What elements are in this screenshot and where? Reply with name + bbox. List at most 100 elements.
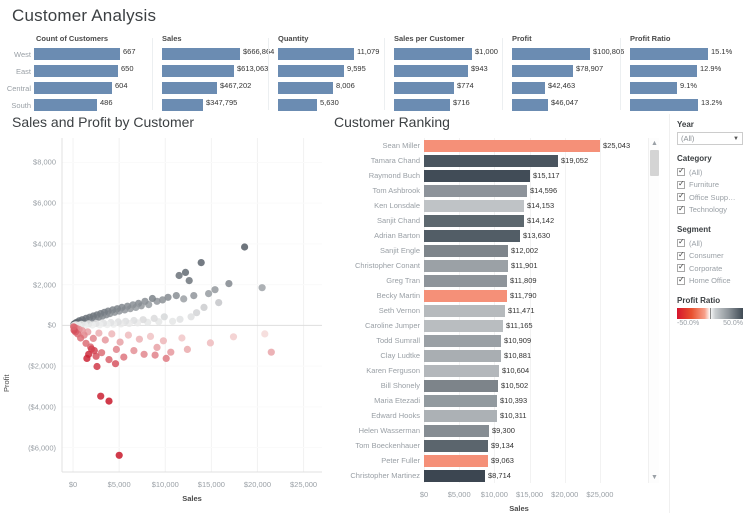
scatter-point[interactable] [267,348,275,356]
scatter-point[interactable] [261,330,269,338]
category-filter-item[interactable]: Office Supp… [677,191,744,204]
table-row[interactable]: Becky Martin $11,790 [332,288,667,303]
kpi-row[interactable]: South 486 [11,98,156,112]
category-filter-item[interactable]: (All) [677,166,744,179]
scatter-point[interactable] [148,294,156,303]
table-row[interactable]: Tamara Chand $19,052 [332,153,667,168]
kpi-row[interactable]: 15.1% [630,47,742,61]
scatter-point[interactable] [159,337,167,345]
scatter-point[interactable] [241,243,249,251]
kpi-row[interactable]: 13.2% [630,98,742,112]
scatter-point[interactable] [175,271,183,280]
scatter-point[interactable] [211,286,219,294]
scatter-point[interactable] [139,316,147,324]
scatter-point[interactable] [158,296,167,304]
kpi-row[interactable]: $78,907 [512,64,624,78]
scatter-point[interactable] [135,335,143,343]
kpi-row[interactable]: $1,000 [394,47,506,61]
table-row[interactable]: Sanjit Chand $14,142 [332,213,667,228]
scatter-point[interactable] [150,314,158,322]
scatter-point[interactable] [167,348,175,356]
scatter-point[interactable] [146,332,155,340]
scatter-point[interactable] [120,353,128,361]
category-filter-item[interactable]: Technology [677,204,744,217]
kpi-row[interactable]: $613,063 [162,64,274,78]
scatter-point[interactable] [140,350,148,358]
kpi-row[interactable]: $467,202 [162,81,274,95]
scatter-point[interactable] [98,349,106,357]
scatter-point[interactable] [115,451,123,459]
scatter-point[interactable] [153,343,161,351]
scatter-point[interactable] [176,315,184,323]
scatter-point[interactable] [187,313,195,321]
kpi-row[interactable]: $42,463 [512,81,624,95]
segment-filter-item[interactable]: (All) [677,237,744,250]
scatter-point[interactable] [197,259,205,267]
scatter-point[interactable] [130,347,138,355]
scatter-point[interactable] [111,360,120,368]
ranking-list[interactable]: Sean Miller $25,043 Tamara Chand $19,052 Ray… [332,138,667,483]
scatter-point[interactable] [105,356,113,364]
scatter-point[interactable] [190,292,198,300]
kpi-row[interactable]: $666,864 [162,47,274,61]
kpi-row[interactable]: Central 604 [7,81,156,95]
table-row[interactable]: Sean Miller $25,043 [332,138,667,153]
scatter-point[interactable] [185,277,193,285]
table-row[interactable]: Tom Boeckenhauer $9,134 [332,438,667,453]
scatter-point[interactable] [205,290,213,298]
checkbox-icon[interactable] [677,237,685,248]
scatter-point[interactable] [172,292,180,300]
kpi-row[interactable]: 9,595 [278,64,388,78]
scatter-point[interactable] [70,323,78,331]
scatter-point[interactable] [160,313,168,321]
table-row[interactable]: Christopher Martinez $8,714 [332,468,667,483]
table-row[interactable]: Raymond Buch $15,117 [332,168,667,183]
scatter-point[interactable] [169,317,177,325]
segment-filter-item[interactable]: Corporate [677,262,744,275]
scatter-point[interactable] [95,329,103,337]
scatter-point[interactable] [124,331,132,339]
table-row[interactable]: Adrian Barton $13,630 [332,228,667,243]
scatter-point[interactable] [90,347,98,355]
scatter-point[interactable] [101,336,109,344]
table-row[interactable]: Sanjit Engle $12,002 [332,243,667,258]
table-row[interactable]: Seth Vernon $11,471 [332,303,667,318]
kpi-row[interactable]: 5,630 [278,98,388,112]
checkbox-icon[interactable] [677,191,685,202]
kpi-row[interactable]: East 650 [16,64,156,78]
scatter-point[interactable] [193,309,201,317]
table-row[interactable]: Maria Etezadi $10,393 [332,393,667,408]
table-row[interactable]: Greg Tran $11,809 [332,273,667,288]
scatter-canvas[interactable] [0,114,330,513]
scatter-point[interactable] [97,392,105,400]
table-row[interactable]: Caroline Jumper $11,165 [332,318,667,333]
table-row[interactable]: Todd Sumrall $10,909 [332,333,667,348]
kpi-row[interactable]: 9.1% [630,81,742,95]
table-row[interactable]: Bill Shonely $10,502 [332,378,667,393]
category-filter-item[interactable]: Furniture [677,179,744,192]
kpi-row[interactable]: 8,006 [278,81,388,95]
scatter-point[interactable] [183,345,191,353]
scatter-point[interactable] [215,299,223,307]
scatter-point[interactable] [82,339,90,347]
scatter-point[interactable] [105,397,113,405]
table-row[interactable]: Karen Ferguson $10,604 [332,363,667,378]
scroll-up-icon[interactable]: ▲ [651,140,658,147]
checkbox-icon[interactable] [677,179,685,189]
scatter-point[interactable] [180,295,188,303]
scatter-point[interactable] [200,303,208,311]
scatter-point[interactable] [229,333,238,341]
checkbox-icon[interactable] [677,204,685,214]
kpi-row[interactable]: $100,806 [512,47,624,61]
year-select[interactable]: (All) ▼ [677,132,743,145]
scatter-point[interactable] [116,338,124,346]
table-row[interactable]: Clay Ludtke $10,881 [332,348,667,363]
segment-filter-item[interactable]: Home Office [677,275,744,288]
kpi-row[interactable]: $716 [394,98,506,112]
segment-filter-item[interactable]: Consumer [677,250,744,263]
scatter-point[interactable] [206,339,214,347]
checkbox-icon[interactable] [677,166,685,177]
kpi-row[interactable]: West 667 [14,47,156,61]
table-row[interactable]: Tom Ashbrook $14,596 [332,183,667,198]
checkbox-icon[interactable] [677,262,685,273]
